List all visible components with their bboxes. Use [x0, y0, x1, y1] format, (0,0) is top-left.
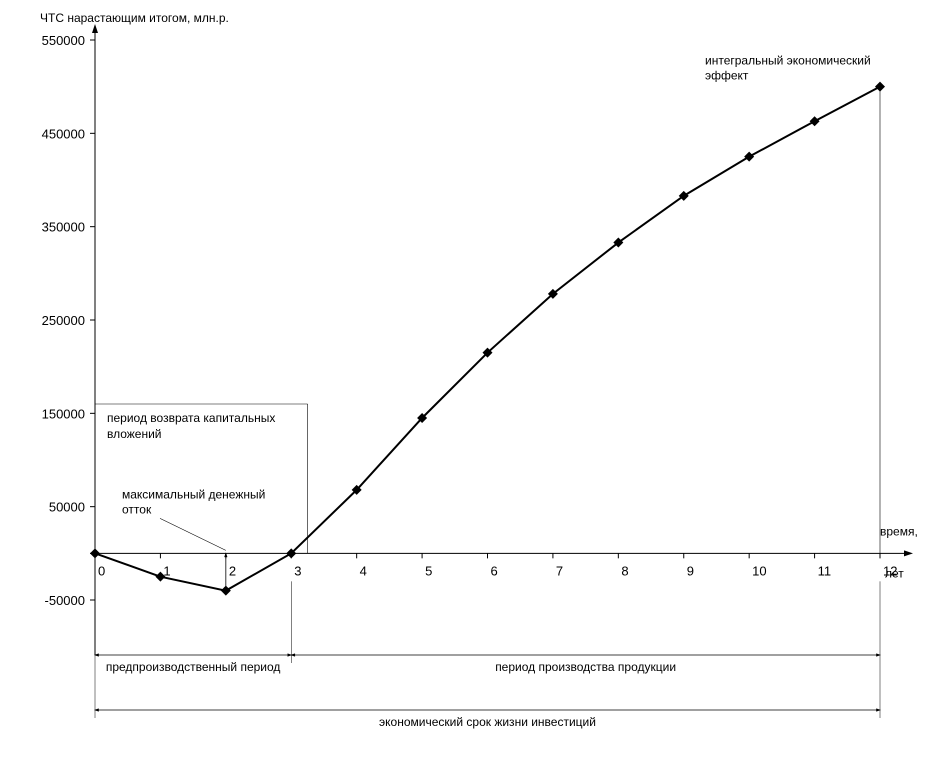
- data-line: [95, 87, 880, 591]
- integral-label-1: интегральный экономический: [705, 54, 871, 68]
- y-tick-label: 550000: [42, 33, 85, 48]
- max-outflow-connector: [160, 518, 226, 550]
- y-tick-label: -50000: [45, 593, 85, 608]
- x-tick-label: 8: [621, 563, 628, 578]
- x-tick-label: 2: [229, 563, 236, 578]
- y-tick-label: 250000: [42, 313, 85, 328]
- x-tick-label: 7: [556, 563, 563, 578]
- y-tick-label: 350000: [42, 220, 85, 235]
- production-label: период производства продукции: [495, 660, 676, 674]
- x-tick-label: 0: [98, 563, 105, 578]
- y-tick-label: 50000: [49, 500, 85, 515]
- data-marker: [744, 152, 754, 162]
- x-tick-label: 5: [425, 563, 432, 578]
- integral-label-2: эффект: [705, 69, 749, 83]
- x-tick-label: 4: [360, 563, 367, 578]
- x-tick-label: 11: [818, 563, 832, 578]
- x-tick-label: 9: [687, 563, 694, 578]
- x-tick-label: 10: [752, 563, 766, 578]
- y-tick-label: 150000: [42, 406, 85, 421]
- x-tick-label: 12: [883, 563, 897, 578]
- y-axis-title: ЧТС нарастающим итогом, млн.р.: [40, 11, 229, 25]
- x-axis-label-1: время,: [880, 524, 918, 538]
- chart-container: ЧТС нарастающим итогом, млн.р.время,лет-…: [0, 0, 930, 770]
- x-tick-label: 3: [294, 563, 301, 578]
- payback-label-1: период возврата капитальных: [107, 411, 275, 425]
- data-marker: [810, 116, 820, 126]
- y-tick-label: 450000: [42, 126, 85, 141]
- economic-life-label: экономический срок жизни инвестиций: [379, 715, 596, 729]
- max-outflow-label-2: отток: [122, 502, 152, 516]
- chart-svg: ЧТС нарастающим итогом, млн.р.время,лет-…: [0, 0, 930, 770]
- max-outflow-label-1: максимальный денежный: [122, 487, 265, 501]
- x-tick-label: 6: [491, 563, 498, 578]
- preproduction-label: предпроизводственный период: [106, 660, 281, 674]
- payback-label-2: вложений: [107, 427, 162, 441]
- data-marker: [90, 548, 100, 558]
